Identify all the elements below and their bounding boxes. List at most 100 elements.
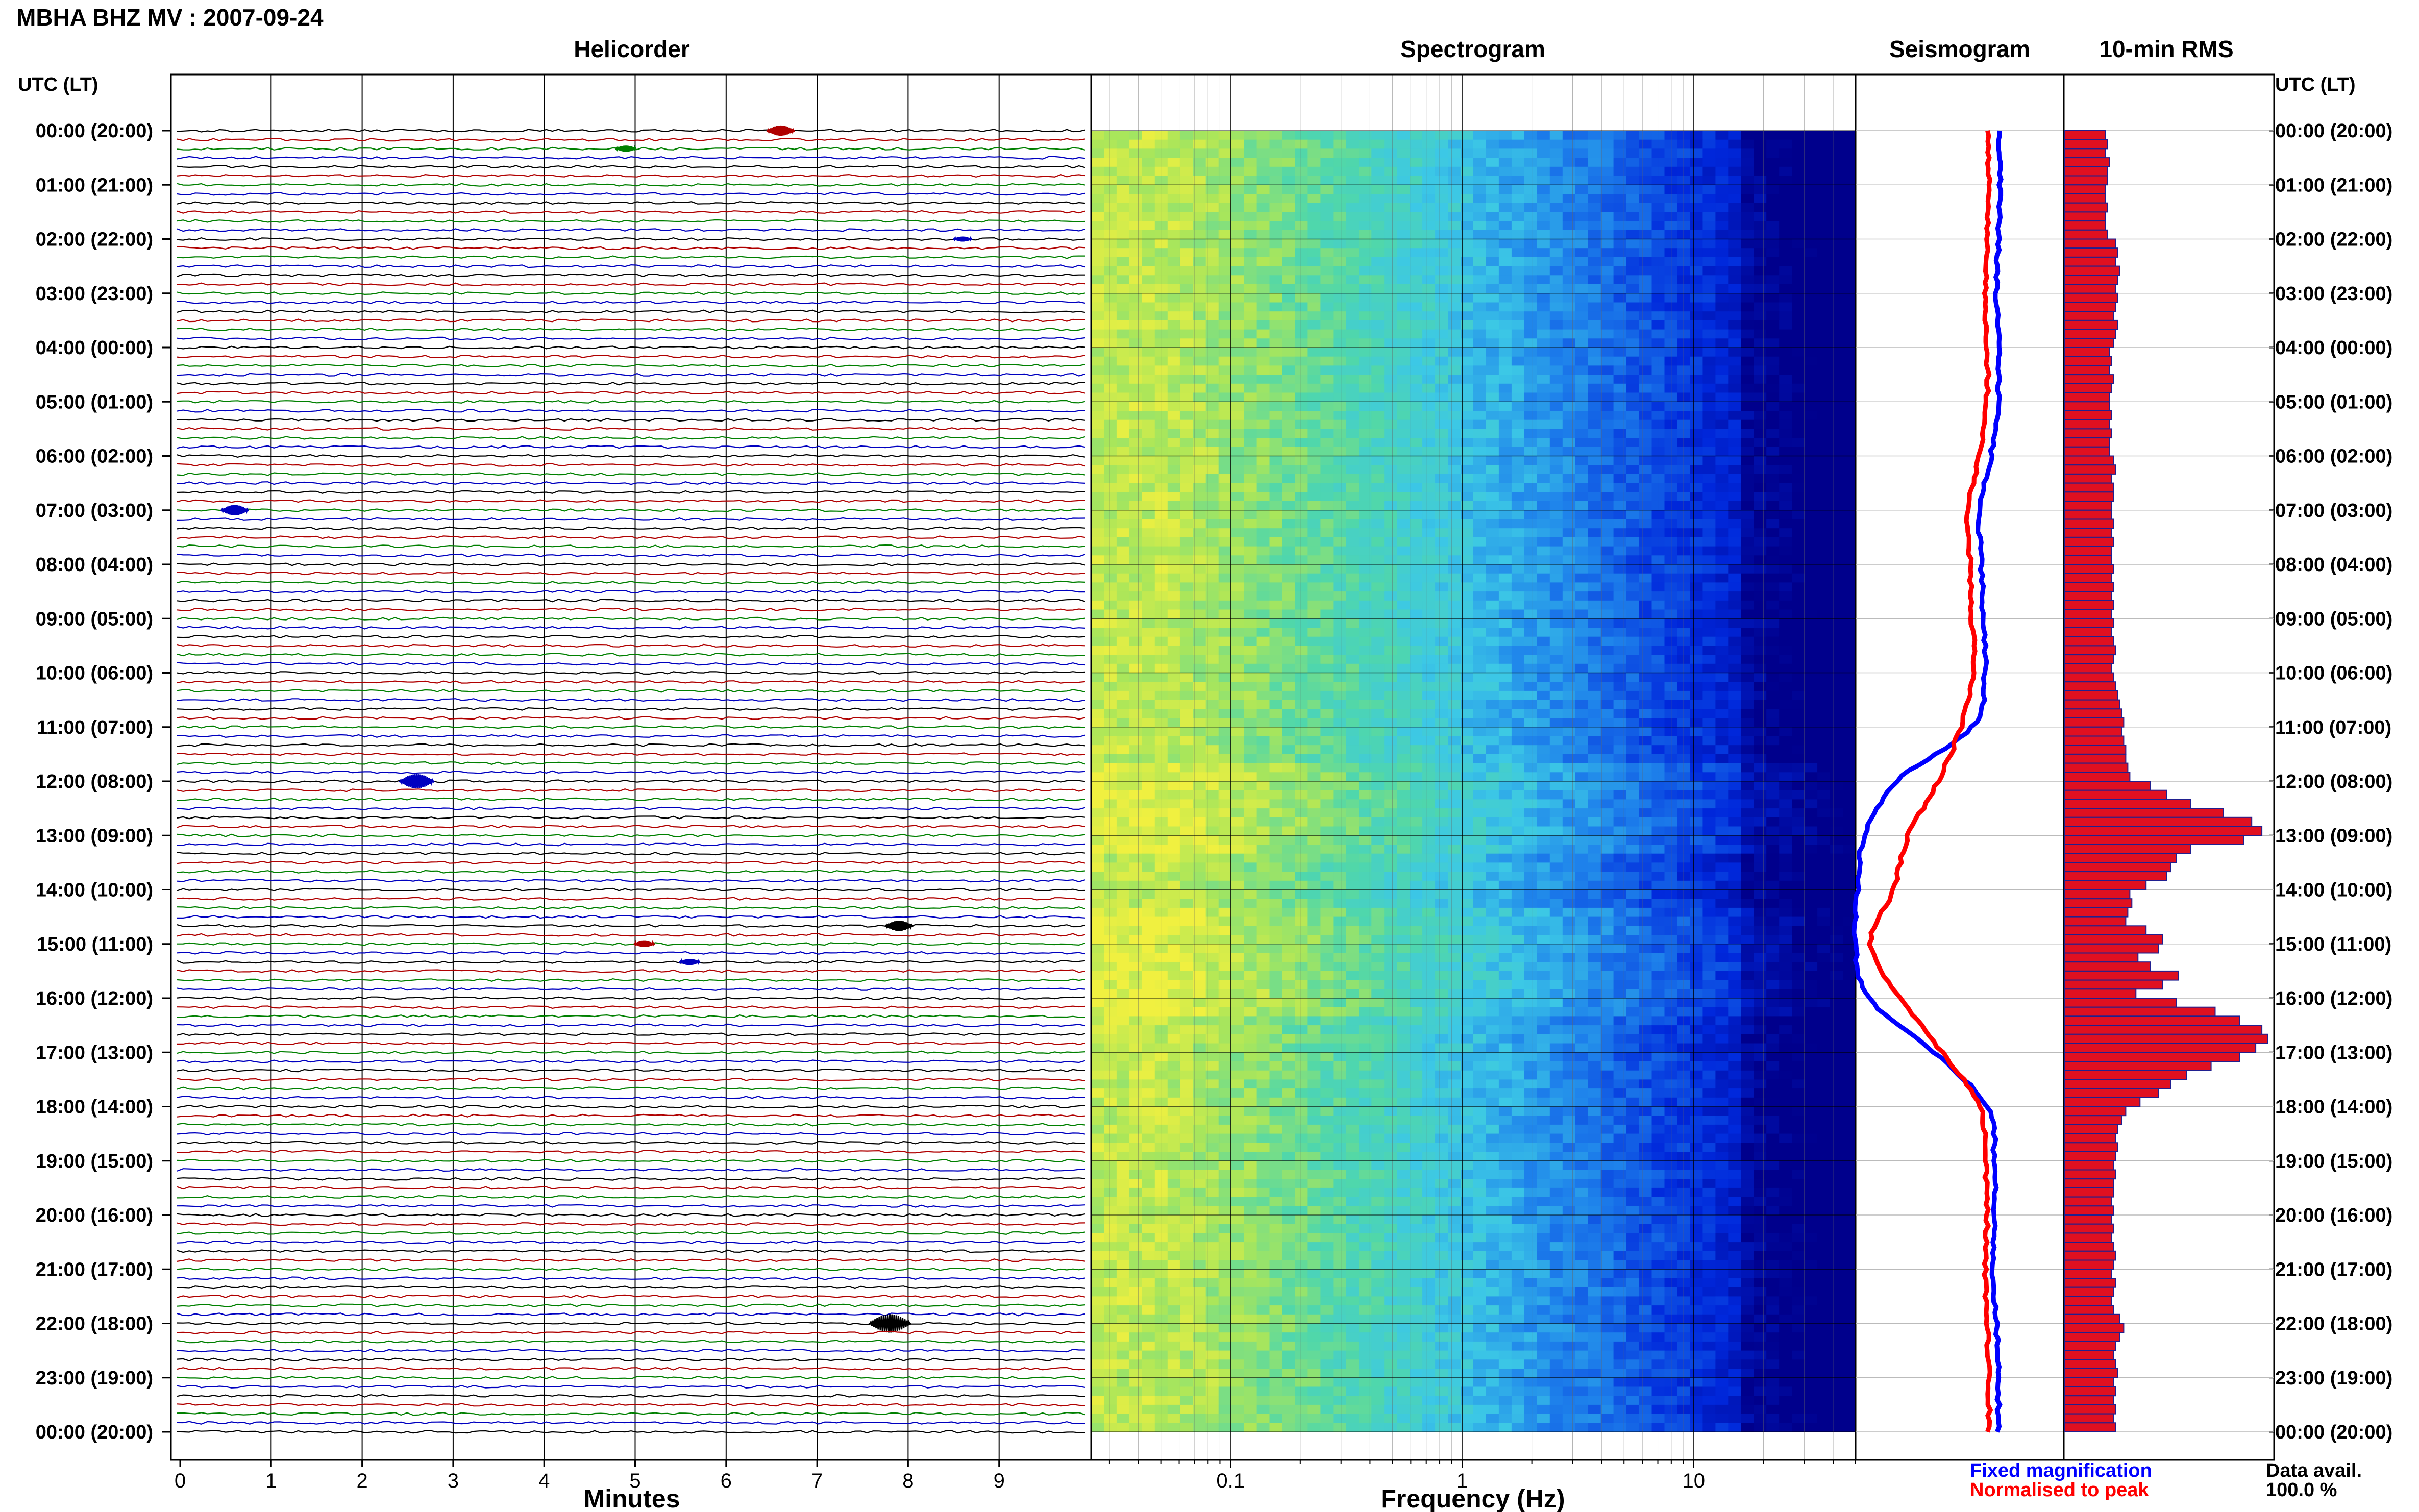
spectrogram-cell [1206, 591, 1219, 601]
spectrogram-cell [1537, 429, 1550, 438]
spectrogram-cell [1371, 320, 1385, 330]
spectrogram-cell [1524, 763, 1538, 773]
spectrogram-cell [1614, 790, 1627, 800]
spectrogram-cell [1817, 239, 1831, 249]
spectrogram-cell [1741, 510, 1754, 519]
spectrogram-cell [1168, 772, 1181, 781]
spectrogram-cell [1575, 601, 1589, 610]
spectrogram-cell [1830, 465, 1843, 474]
spectrogram-cell [1206, 411, 1219, 420]
spectrogram-cell [1448, 212, 1461, 221]
spectrogram-cell [1307, 330, 1321, 339]
spectrogram-cell [1371, 591, 1385, 601]
spectrogram-cell [1575, 700, 1589, 709]
spectrogram-cell [1550, 781, 1563, 790]
spectrogram-cell [1754, 637, 1767, 646]
spectrogram-cell [1626, 338, 1640, 348]
spectrogram-cell [1219, 447, 1232, 456]
spectrogram-cell [1257, 203, 1270, 212]
spectrogram-cell [1320, 763, 1334, 773]
spectrogram-cell [1486, 375, 1499, 384]
spectrogram-cell [1270, 411, 1283, 420]
spectrogram-cell [1817, 519, 1831, 529]
spectrogram-cell [1384, 745, 1397, 754]
helicorder-trace [177, 943, 1085, 945]
spectrogram-cell [1307, 754, 1321, 763]
spectrogram-cell [1805, 799, 1818, 808]
spectrogram-cell [1575, 275, 1589, 284]
spectrogram-cell [1231, 618, 1245, 628]
spectrogram-cell [1741, 203, 1754, 212]
spectrogram-cell [1333, 637, 1346, 646]
spectrogram-cell [1537, 799, 1550, 808]
spectrogram-cell [1830, 601, 1843, 610]
spectrogram-cell [1168, 691, 1181, 700]
spectrogram-cell [1614, 528, 1627, 537]
spectrogram-cell [1677, 537, 1691, 547]
spectrogram-cell [1575, 673, 1589, 682]
spectrogram-cell [1231, 140, 1245, 149]
spectrogram-cell [1473, 601, 1487, 610]
spectrogram-cell [1448, 266, 1461, 276]
spectrogram-cell [1512, 148, 1525, 158]
spectrogram-cell [1193, 293, 1206, 303]
spectrogram-cell [1779, 618, 1792, 628]
spectrogram-cell [1091, 456, 1104, 465]
spectrogram-cell [1346, 510, 1359, 519]
spectrogram-cell [1715, 790, 1729, 800]
spectrogram-cell [1728, 320, 1741, 330]
spectrogram-cell [1677, 257, 1691, 266]
spectrogram-cell [1448, 808, 1461, 817]
spectrogram-cell [1448, 221, 1461, 230]
spectrogram-cell [1614, 591, 1627, 601]
spectrogram-cell [1690, 420, 1703, 429]
spectrogram-cell [1295, 700, 1309, 709]
helicorder-trace [177, 915, 1085, 918]
spectrogram-cell [1257, 465, 1270, 474]
spectrogram-cell [1486, 429, 1499, 438]
spectrogram-cell [1614, 456, 1627, 465]
spectrogram-cell [1410, 357, 1423, 366]
spectrogram-cell [1754, 610, 1767, 619]
spectrogram-cell [1524, 203, 1538, 212]
spectrogram-cell [1129, 754, 1143, 763]
spectrogram-cell [1180, 384, 1194, 393]
spectrogram-cell [1193, 637, 1206, 646]
spectrogram-cell [1219, 330, 1232, 339]
spectrogram-cell [1091, 167, 1104, 176]
spectrogram-cell [1677, 194, 1691, 203]
spectrogram-cell [1486, 248, 1499, 257]
spectrogram-cell [1384, 402, 1397, 411]
spectrogram-cell [1805, 673, 1818, 682]
spectrogram-cell [1180, 736, 1194, 746]
spectrogram-cell [1626, 510, 1640, 519]
spectrogram-cell [1690, 501, 1703, 510]
spectrogram-cell [1741, 293, 1754, 303]
spectrogram-cell [1307, 835, 1321, 845]
helicorder-trace [177, 211, 1085, 213]
spectrogram-cell [1512, 338, 1525, 348]
spectrogram-cell [1537, 248, 1550, 257]
spectrogram-cell [1282, 402, 1296, 411]
spectrogram-cell [1512, 456, 1525, 465]
spectrogram-cell [1626, 230, 1640, 239]
spectrogram-cell [1614, 465, 1627, 474]
spectrogram-cell [1104, 384, 1117, 393]
spectrogram-cell [1257, 420, 1270, 429]
spectrogram-cell [1270, 248, 1283, 257]
spectrogram-cell [1346, 528, 1359, 537]
spectrogram-cell [1346, 582, 1359, 591]
spectrogram-cell [1626, 474, 1640, 483]
spectrogram-cell [1371, 447, 1385, 456]
spectrogram-cell [1091, 736, 1104, 746]
spectrogram-cell [1843, 185, 1856, 194]
spectrogram-cell [1397, 393, 1410, 402]
spectrogram-cell [1588, 483, 1601, 492]
spectrogram-cell [1180, 709, 1194, 718]
spectrogram-cell [1563, 519, 1576, 529]
helicorder-trace [177, 274, 1085, 277]
spectrogram-cell [1295, 835, 1309, 845]
spectrogram-cell [1333, 167, 1346, 176]
spectrogram-cell [1091, 266, 1104, 276]
spectrogram-cell [1333, 555, 1346, 564]
